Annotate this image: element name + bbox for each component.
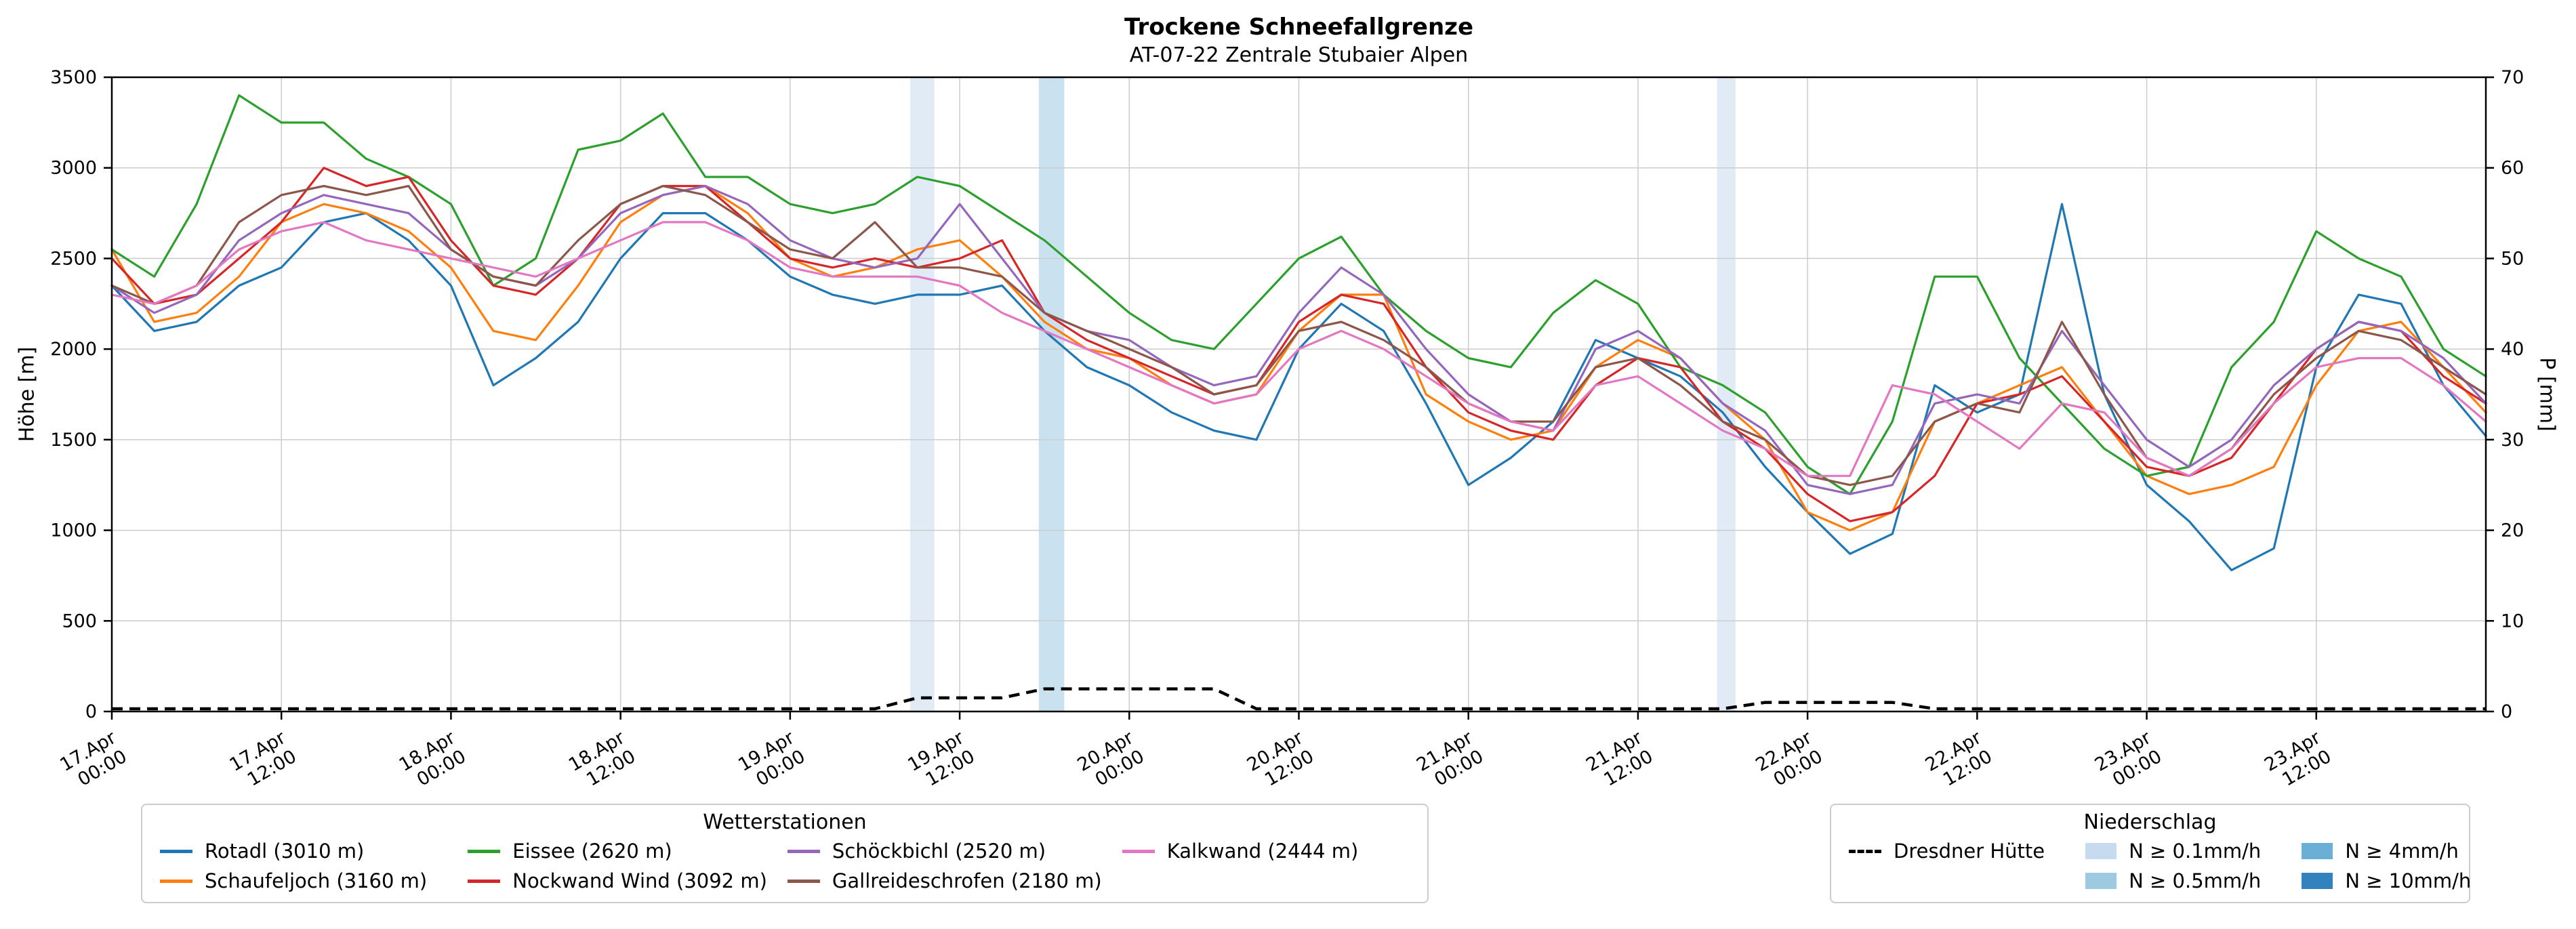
legend-item-n-0-1mm-h: N ≥ 0.1mm/h [2085,840,2261,863]
precip-band [910,77,935,711]
legend-niederschlag: Niederschlag Dresdner Hütte N ≥ 0.1mm/h N … [1830,804,2471,903]
legend-item-gallreideschrofen-2180-m: Gallreideschrofen (2180 m) [787,869,1102,892]
legend-line-swatch [468,879,501,883]
legend-label: N ≥ 4mm/h [2345,840,2459,863]
y-tick-label-left: 3500 [50,67,97,88]
y-tick-label-left: 0 [85,701,97,722]
legend-patch-swatch [2085,873,2117,889]
legend-niederschlag-items: Dresdner Hütte N ≥ 0.1mm/h N ≥ 0.5mm/h N ≥ … [1849,840,2471,892]
series-line-kalkwand-2444-m [110,221,2487,477]
y-tick-label-right: 0 [2501,701,2512,722]
legend-item-schaufeljoch-3160-m: Schaufeljoch (3160 m) [160,869,447,892]
y-tick-label-left: 1500 [50,430,97,451]
series-line-gallreideschrofen-2180-m [110,184,2487,487]
legend-label: Rotadl (3010 m) [205,840,365,863]
legend-label: Kalkwand (2444 m) [1166,840,1359,863]
legend-label: N ≥ 0.5mm/h [2129,869,2262,892]
legend-col: Dresdner Hütte [1849,840,2045,863]
legend-label: Gallreideschrofen (2180 m) [832,869,1102,892]
y-tick-label-right: 30 [2501,430,2524,451]
y-tick-label-right: 50 [2501,248,2524,269]
chart-subtitle: AT-07-22 Zentrale Stubaier Alpen [1129,43,1469,67]
legend-item-kalkwand-2444-m: Kalkwand (2444 m) [1122,840,1410,863]
legend-label: Dresdner Hütte [1894,840,2045,863]
legend-item-eissee-2620-m: Eissee (2620 m) [468,840,767,863]
precip-band [1717,77,1736,711]
y-tick-label-right: 60 [2501,158,2524,179]
y-tick-label-left: 500 [62,611,97,632]
legend-item-dresdner-h-tte: Dresdner Hütte [1849,840,2045,863]
chart-title: Trockene Schneefallgrenze [1124,14,1474,41]
y-tick-label-right: 70 [2501,67,2524,88]
legend-label: N ≥ 0.1mm/h [2129,840,2262,863]
series-line-nockwand-wind-3092-m [110,167,2487,522]
legend-item-n-0-5mm-h: N ≥ 0.5mm/h [2085,869,2261,892]
legend-item-n-10mm-h: N ≥ 10mm/h [2302,869,2471,892]
legend-niederschlag-title: Niederschlag [2083,810,2217,834]
legend-label: Schöckbichl (2520 m) [832,840,1046,863]
legend-wetterstationen: Wetterstationen Rotadl (3010 m) Schaufelj… [141,804,1429,903]
legend-line-swatch [787,879,820,883]
y-tick-label-left: 2500 [50,248,97,269]
legend-item-n-4mm-h: N ≥ 4mm/h [2302,840,2471,863]
legend-wetterstationen-title: Wetterstationen [703,810,867,834]
legend-line-swatch [787,849,820,853]
y-tick-label-left: 2000 [50,339,97,360]
legend-col: N ≥ 4mm/h N ≥ 10mm/h [2302,840,2471,892]
legend-col: N ≥ 0.1mm/h N ≥ 0.5mm/h [2085,840,2261,892]
precip-band [1038,77,1065,711]
y-tick-label-left: 3000 [50,158,97,179]
legend-item-nockwand-wind-3092-m: Nockwand Wind (3092 m) [468,869,767,892]
legend-patch-swatch [2085,843,2117,859]
y-tick-label-right: 10 [2501,611,2524,632]
legend-line-swatch [1122,849,1155,853]
series-line-eissee-2620-m [110,94,2487,495]
legend-line-swatch [468,849,501,853]
legend-item-rotadl-3010-m: Rotadl (3010 m) [160,840,447,863]
legend-label: Schaufeljoch (3160 m) [205,869,428,892]
legend-label: Nockwand Wind (3092 m) [512,869,767,892]
legend-item-sch-ckbichl-2520-m: Schöckbichl (2520 m) [787,840,1102,863]
chart-plot-area: 0 500 1000 1500 2000 2500 3000 3500 0 10 20 30 40 50 6… [50,67,2524,786]
legend-line-swatch [1849,849,1881,853]
legend-patch-swatch [2302,873,2333,889]
legend-label: N ≥ 10mm/h [2345,869,2472,892]
legend-wetterstationen-items: Rotadl (3010 m) Schaufeljoch (3160 m) Eiss… [160,840,1410,892]
y-tick-label-right: 40 [2501,339,2524,360]
legend-patch-swatch [2302,843,2333,859]
legend-label: Eissee (2620 m) [512,840,672,863]
legend-line-swatch [160,849,192,853]
precip-line-dresdner-h-tte [112,687,2486,711]
y-tick-label-right: 20 [2501,520,2524,541]
legend-line-swatch [160,879,192,883]
y-tick-label-left: 1000 [50,520,97,541]
